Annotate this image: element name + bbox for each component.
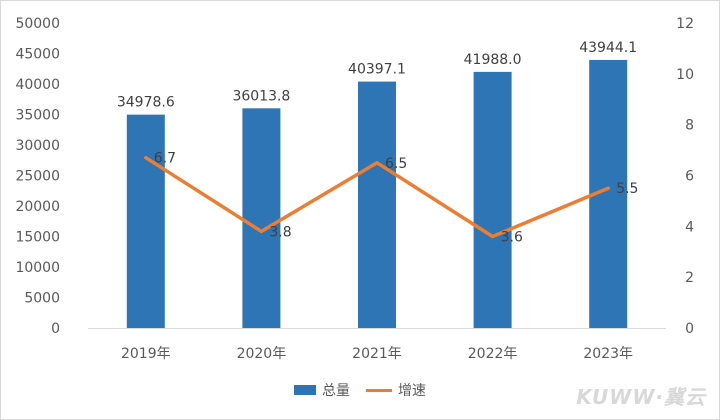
- y-left-tick-label: 5000: [24, 291, 60, 307]
- y-right-tick-label: 12: [676, 16, 694, 32]
- x-tick-label: 2022年: [468, 346, 518, 362]
- y-left-tick-label: 0: [51, 321, 60, 337]
- line-data-label: 5.5: [616, 181, 638, 197]
- y-left-tick-label: 50000: [15, 16, 60, 32]
- line-data-label: 3.8: [269, 224, 291, 240]
- line-data-label: 3.6: [501, 230, 523, 246]
- y-left-tick-label: 10000: [15, 260, 60, 276]
- growth-line: [144, 155, 610, 239]
- x-tick-label: 2023年: [583, 346, 633, 362]
- bar: [126, 114, 165, 328]
- y-right-tick-label: 0: [685, 321, 694, 337]
- y-right-tick-label: 10: [676, 67, 694, 83]
- bar-data-label: 34978.6: [117, 95, 175, 111]
- legend-label-growth: 增速: [398, 383, 426, 399]
- line-data-labels: 6.7 3.8 6.5 3.6 5.5: [154, 151, 639, 246]
- y-left-tick-label: 25000: [15, 169, 60, 185]
- line-data-label: 6.7: [154, 151, 176, 167]
- y-right-tick-label: 4: [685, 219, 694, 235]
- y-left-tick-label: 45000: [15, 47, 60, 63]
- bar-series: [126, 59, 628, 329]
- right-axis: 0 2 4 6 8 10 12: [676, 16, 694, 337]
- legend-swatch-line: [366, 388, 392, 392]
- bar: [473, 71, 512, 328]
- left-axis: 0 5000 10000 15000 20000 25000 30000 35000 40000…: [15, 16, 60, 337]
- y-right-tick-label: 8: [685, 118, 694, 134]
- y-left-tick-label: 30000: [15, 138, 60, 154]
- x-tick-label: 2019年: [121, 346, 171, 362]
- y-left-tick-label: 20000: [15, 199, 60, 215]
- x-tick-label: 2021年: [352, 346, 402, 362]
- y-right-tick-label: 6: [685, 169, 694, 185]
- bar: [358, 81, 396, 328]
- bar-data-label: 43944.1: [579, 40, 637, 56]
- bar-data-label: 36013.8: [232, 88, 290, 104]
- bar: [242, 108, 281, 328]
- x-axis: 2019年 2020年 2021年 2022年 2023年: [121, 346, 633, 362]
- legend: 总量 增速: [0, 378, 720, 402]
- y-left-tick-label: 15000: [15, 230, 60, 246]
- legend-swatch-bar: [294, 385, 316, 395]
- x-tick-label: 2020年: [237, 346, 287, 362]
- y-right-tick-label: 2: [685, 270, 694, 286]
- bar-data-label: 41988.0: [464, 52, 522, 68]
- legend-item-total: 总量: [294, 380, 350, 400]
- line-data-label: 6.5: [385, 156, 407, 172]
- legend-item-growth: 增速: [366, 380, 426, 400]
- y-left-tick-label: 40000: [15, 77, 60, 93]
- y-left-tick-label: 35000: [15, 108, 60, 124]
- watermark-logo: KUWW·冀云: [576, 385, 706, 409]
- bar-data-labels: 34978.6 36013.8 40397.1 41988.0 43944.1: [117, 40, 637, 111]
- legend-label-total: 总量: [322, 383, 350, 399]
- bar-data-label: 40397.1: [348, 62, 406, 78]
